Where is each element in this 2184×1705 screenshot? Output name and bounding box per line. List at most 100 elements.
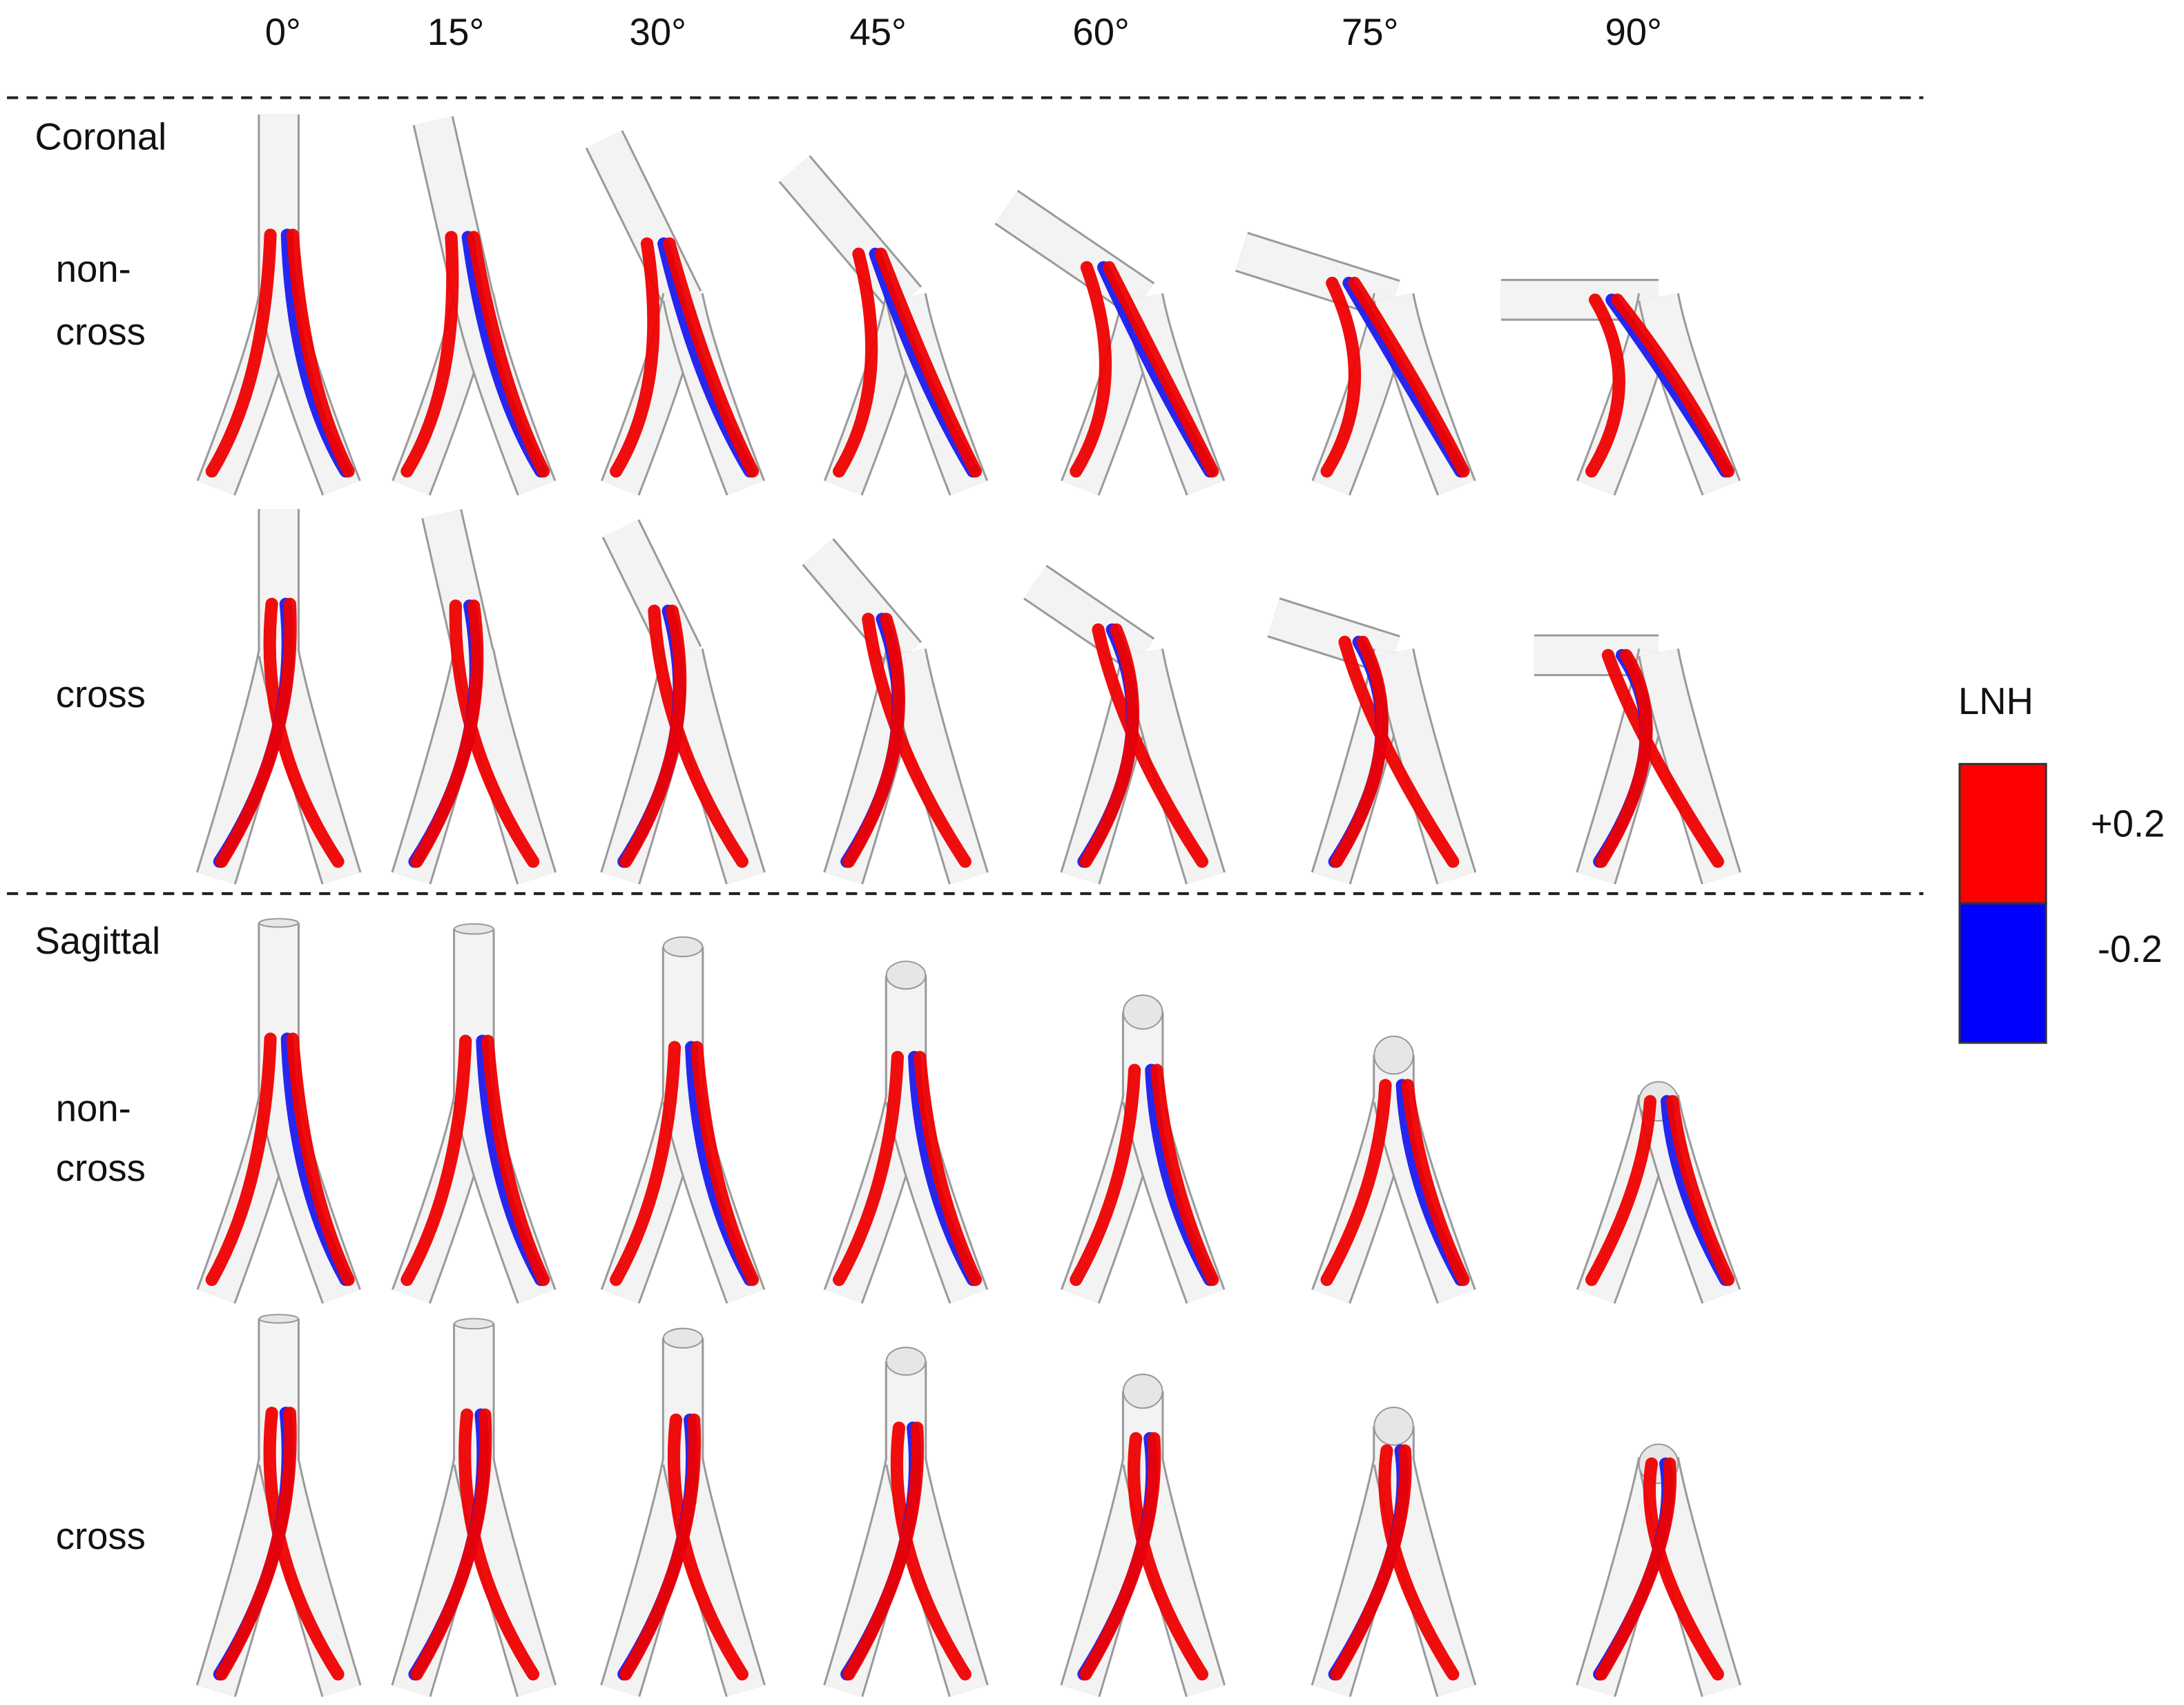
vortex-core	[400, 231, 459, 478]
vortex-core	[410, 599, 484, 868]
vortex-core	[1320, 1079, 1392, 1287]
vortex-core	[205, 229, 277, 478]
vortex-core	[833, 1050, 905, 1287]
vessel-cap	[885, 961, 927, 990]
vortex-core	[619, 1413, 702, 1681]
vortex-core	[286, 229, 355, 478]
vortex-core	[842, 613, 905, 868]
section-title: Coronal	[35, 115, 166, 157]
vessel	[392, 923, 557, 1304]
vessel-cap	[258, 1313, 299, 1324]
vessel	[1576, 1443, 1741, 1697]
vortex-core	[1320, 276, 1361, 478]
vortex-core	[215, 1407, 297, 1681]
legend-swatch-negative	[1958, 902, 2047, 1044]
vortex-core	[286, 1032, 355, 1287]
vessel	[1311, 1406, 1477, 1697]
vortex-core	[410, 1408, 492, 1681]
vessel	[1311, 1035, 1476, 1304]
vessel	[195, 508, 362, 885]
vessel	[391, 1318, 557, 1697]
vessel-cap	[454, 923, 494, 935]
vessel-cap	[1373, 1406, 1414, 1446]
vortex-core	[400, 1034, 472, 1287]
row-label: cross	[56, 673, 146, 715]
vortex-core	[1070, 261, 1112, 478]
vessel	[802, 538, 989, 885]
vortex-core	[842, 1421, 925, 1681]
column-header: 30°	[630, 11, 686, 53]
vortex-core	[1585, 293, 1625, 478]
vortex-core	[1103, 261, 1219, 478]
vessel-cap	[662, 1327, 704, 1349]
vortex-core	[467, 231, 550, 478]
vessel	[1235, 231, 1476, 496]
column-header: 75°	[1342, 11, 1398, 53]
vortex-core	[1330, 1444, 1412, 1681]
vortex-core	[914, 1050, 983, 1287]
vortex-core	[874, 247, 983, 478]
vessel-cap	[1122, 994, 1163, 1030]
vessel	[196, 918, 361, 1304]
vortex-core	[1348, 276, 1470, 478]
column-header: 45°	[849, 11, 906, 53]
column-header: 60°	[1072, 11, 1129, 53]
vessel	[778, 155, 989, 496]
vortex-core	[1401, 1079, 1470, 1287]
vessel	[1060, 994, 1226, 1304]
vortex-core	[481, 1034, 550, 1287]
vessel	[600, 936, 766, 1304]
legend-label: -0.2	[2098, 928, 2163, 970]
row-label: cross	[56, 311, 146, 353]
vortex-core	[1150, 1063, 1219, 1287]
vortex-core	[833, 247, 878, 478]
vessel-grid	[195, 114, 1741, 1697]
column-header: 15°	[427, 11, 484, 53]
vessel-cap	[454, 1318, 494, 1330]
vessel	[600, 1327, 766, 1697]
vortex-core	[610, 237, 660, 478]
vortex-core	[1070, 1063, 1141, 1287]
row-label: cross	[56, 1515, 146, 1557]
vessel	[391, 509, 557, 885]
vessel	[994, 189, 1226, 496]
vortex-core	[1666, 1095, 1735, 1287]
vessel-lumen	[1235, 233, 1400, 318]
vessel-cap	[662, 936, 704, 958]
column-header: 90°	[1605, 11, 1661, 53]
vessel-cap	[1373, 1035, 1414, 1075]
vessel	[585, 130, 766, 496]
vessel-cap	[885, 1347, 927, 1376]
vortex-core	[1595, 648, 1653, 868]
vessel-cap	[1122, 1374, 1163, 1409]
legend-label: +0.2	[2091, 803, 2165, 845]
row-label: non-	[56, 1087, 131, 1129]
vessel	[1060, 1374, 1226, 1697]
row-label: non-	[56, 248, 131, 290]
vessel	[195, 1313, 362, 1697]
vortex-core	[215, 597, 297, 868]
legend-title: LNH	[1958, 680, 2033, 722]
legend-swatch-positive	[1958, 762, 2047, 905]
column-header: 0°	[265, 11, 301, 53]
row-label: cross	[56, 1147, 146, 1189]
vessel	[600, 519, 766, 885]
vessel	[1023, 564, 1226, 885]
vortex-core	[1330, 635, 1389, 868]
vortex-core	[663, 237, 760, 478]
section-title: Sagittal	[35, 920, 160, 962]
vessel	[823, 1347, 989, 1697]
vortex-core	[619, 604, 687, 868]
vessel-cap	[258, 918, 299, 928]
vessel	[1534, 634, 1741, 885]
vessel	[1500, 278, 1741, 496]
vortex-core	[1595, 1457, 1677, 1681]
vortex-core	[1079, 1432, 1161, 1681]
vessel	[392, 116, 557, 496]
vortex-core	[1611, 293, 1735, 478]
vortex-core	[205, 1032, 277, 1287]
vessel	[196, 114, 361, 496]
vessel	[1576, 1081, 1741, 1304]
